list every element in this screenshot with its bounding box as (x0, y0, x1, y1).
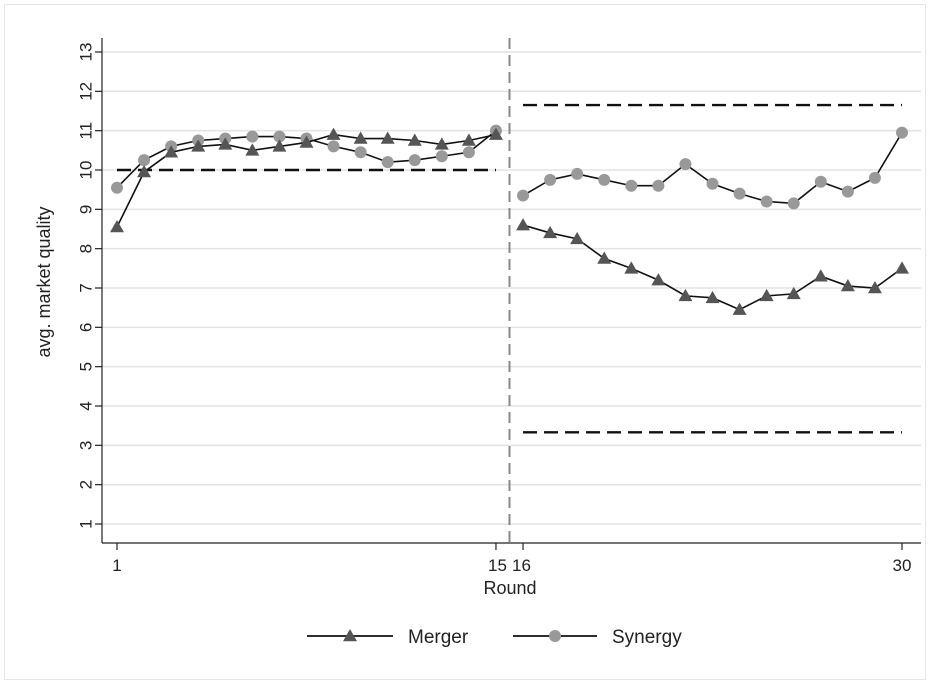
circle-point (111, 181, 123, 194)
y-tick-label: 10 (76, 161, 95, 180)
circle-point (517, 189, 530, 202)
gridlines (102, 51, 921, 525)
legend-item-merger: Merger (307, 627, 469, 648)
triangle-point (705, 290, 720, 304)
y-tick-label: 5 (76, 362, 95, 371)
circle-point (571, 167, 584, 180)
x-tick-label: 1 (112, 556, 121, 575)
triangle-point (813, 269, 828, 282)
triangle-point (624, 261, 639, 274)
triangle-point (137, 164, 152, 178)
reference-lines (117, 103, 902, 434)
y-tick-label: 3 (76, 441, 95, 450)
y-tick-label: 6 (76, 323, 95, 332)
x-axis-title: Round (483, 578, 536, 598)
circle-point (354, 146, 367, 159)
circle-point (625, 179, 638, 192)
y-tick-label: 13 (76, 43, 95, 62)
circle-point (273, 130, 286, 143)
legend-triangle-marker (343, 629, 357, 642)
triangle-point (678, 288, 693, 302)
triangle-point (543, 225, 558, 239)
circle-point (435, 150, 448, 163)
x-tick-label: 30 (893, 556, 912, 575)
triangle-point (299, 135, 314, 148)
chart-frame (4, 4, 926, 680)
triangle-point (651, 273, 666, 286)
circle-point (733, 187, 746, 200)
legend-item-synergy: Synergy (513, 627, 682, 648)
x-tick-label: 16 (512, 556, 531, 575)
triangle-point (895, 261, 909, 274)
triangle-point (380, 131, 395, 144)
triangle-point (786, 286, 801, 300)
y-tick-label: 9 (76, 205, 95, 214)
triangle-point (218, 137, 233, 150)
triangle-point (759, 288, 774, 302)
circle-point (706, 177, 719, 190)
circle-point (868, 171, 881, 184)
triangle-point (488, 127, 503, 140)
triangle-point (110, 220, 124, 233)
triangle-point (245, 143, 260, 156)
circle-point (896, 126, 908, 139)
series-merger (110, 127, 909, 315)
circle-point (679, 158, 692, 171)
triangle-point (570, 231, 585, 245)
circle-point (544, 173, 557, 186)
y-tick-label: 4 (76, 401, 95, 410)
legend: Merger Synergy (307, 627, 682, 648)
circle-point (760, 195, 773, 208)
triangle-point (434, 137, 449, 150)
y-tick-label: 7 (76, 283, 95, 292)
triangle-point (164, 145, 179, 158)
series-layer (110, 124, 909, 315)
triangle-point (407, 133, 422, 146)
circle-point (462, 146, 475, 159)
triangle-point (326, 127, 341, 140)
legend-circle-marker (549, 630, 561, 642)
circle-point (246, 130, 259, 143)
triangle-point (353, 131, 368, 144)
y-tick-label: 12 (76, 82, 95, 101)
y-tick-label: 8 (76, 244, 95, 253)
x-tick-label: 15 (488, 556, 507, 575)
y-axis-title: avg. market quality (34, 206, 54, 357)
triangle-point (461, 133, 476, 146)
triangle-point (732, 302, 747, 315)
y-tick-label: 2 (76, 480, 95, 489)
circle-point (841, 185, 854, 198)
legend-label: Merger (408, 627, 469, 648)
circle-point (652, 179, 665, 192)
circle-point (381, 156, 394, 169)
circle-point (598, 173, 611, 186)
y-tick-label: 11 (76, 122, 95, 140)
triangle-point (840, 279, 855, 292)
y-tick-label: 1 (76, 519, 95, 528)
circle-point (814, 175, 827, 188)
triangle-point (597, 251, 612, 264)
circle-point (327, 140, 340, 153)
triangle-point (867, 281, 882, 294)
legend-label: Synergy (612, 627, 682, 648)
circle-point (787, 197, 800, 210)
circle-point (138, 154, 151, 167)
circle-point (408, 154, 421, 167)
triangle-point (191, 139, 206, 152)
triangle-point (272, 139, 287, 152)
triangle-point (516, 218, 531, 231)
